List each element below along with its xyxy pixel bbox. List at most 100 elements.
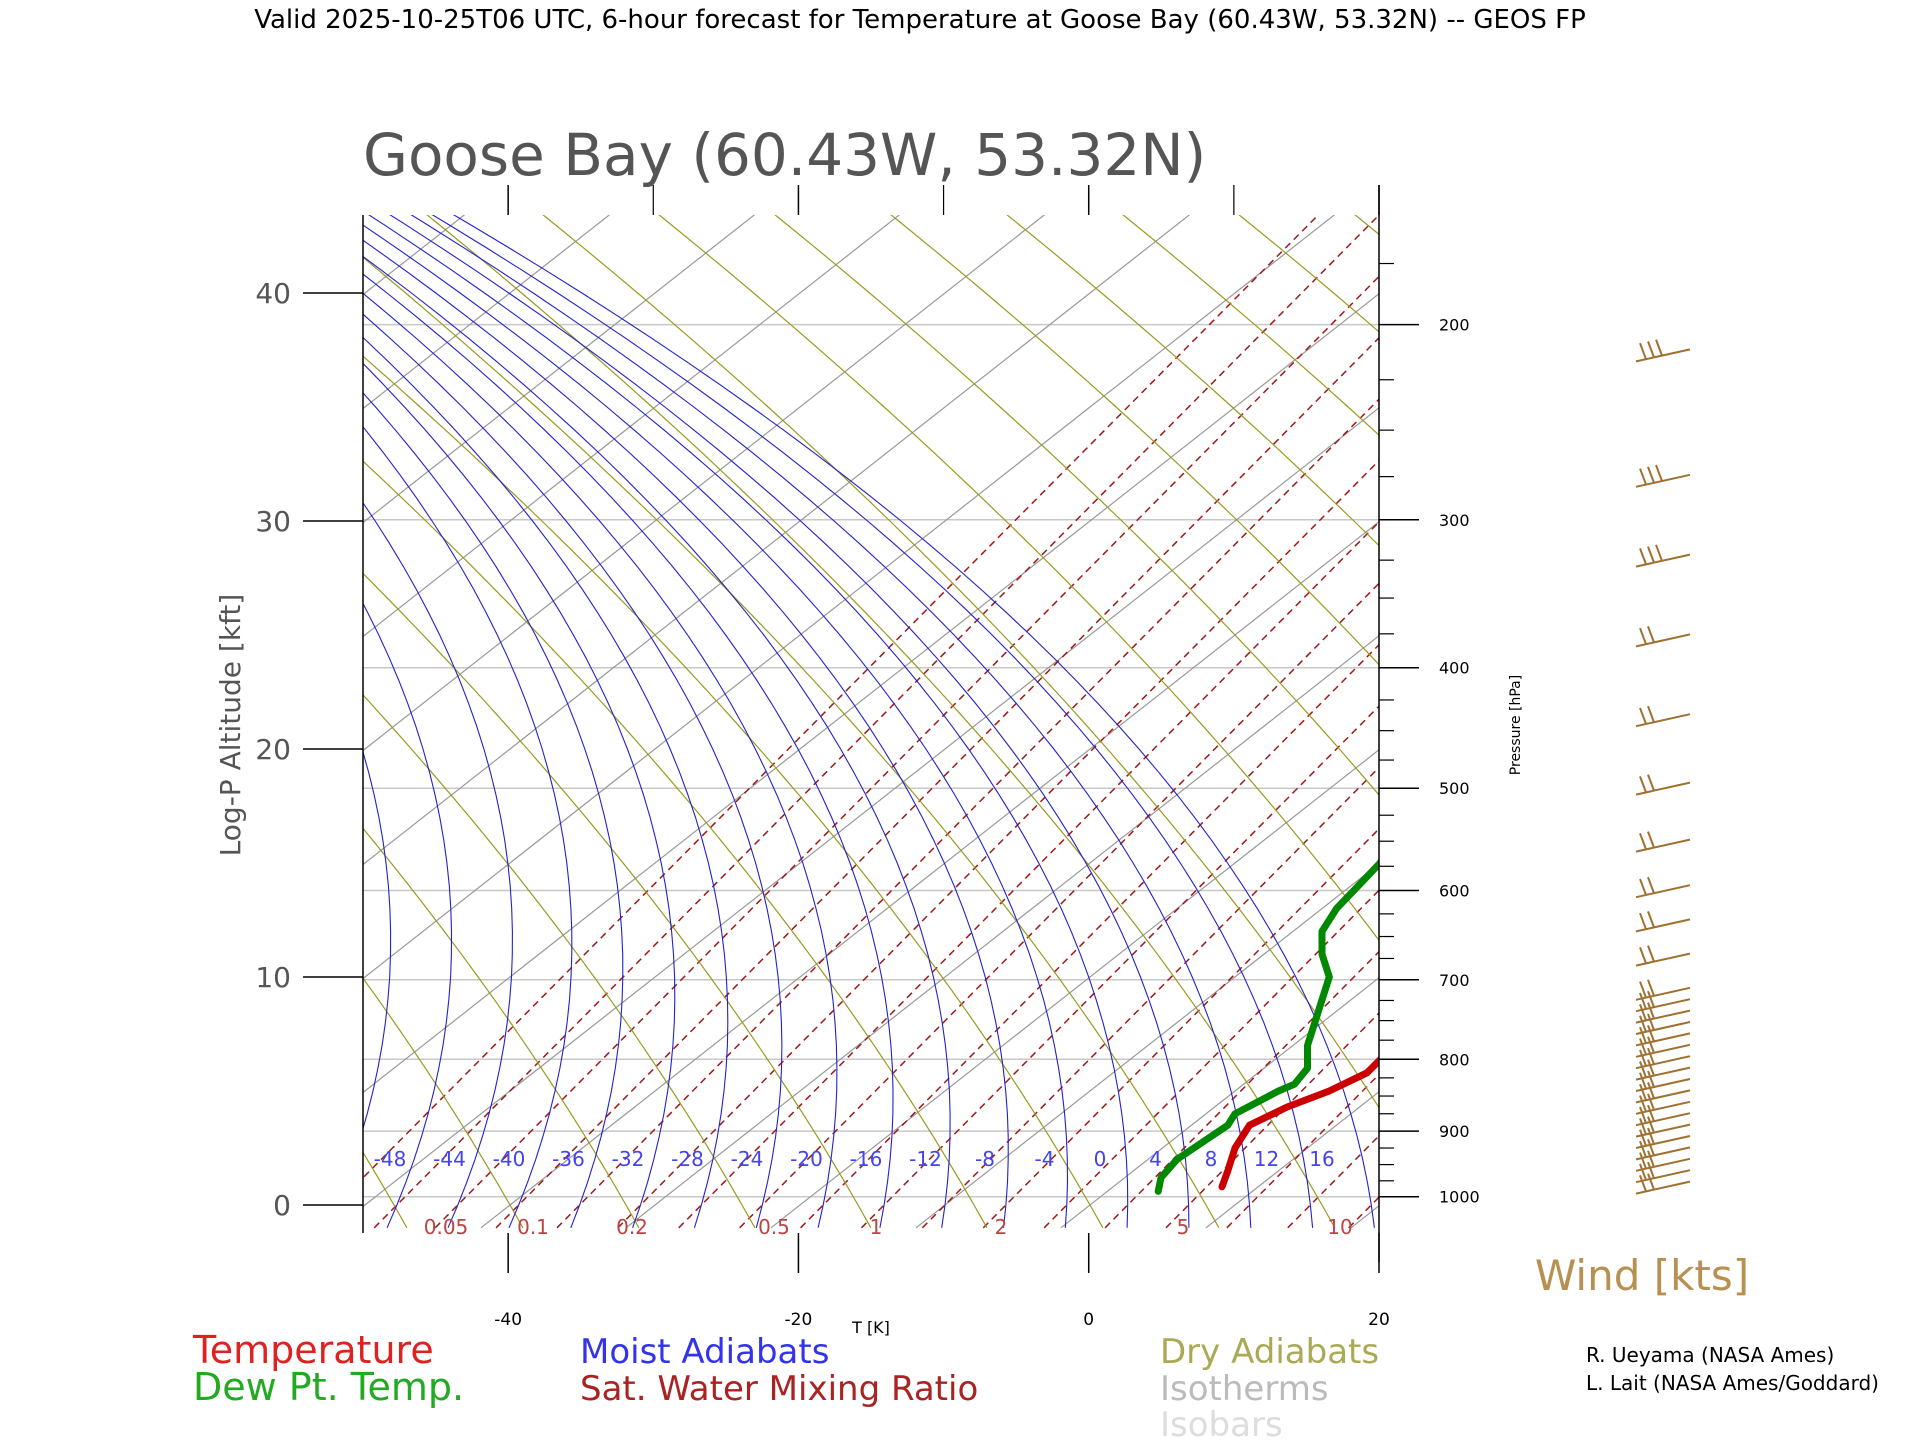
wind-barb — [1635, 1173, 1691, 1195]
inplot-labels: -48 -44 -40 -36 -32 -28 -24 -20 -16 -12 -8 -4 0 4 8 12 1… — [374, 1147, 1353, 1239]
moist-adiabat-label: -44 — [433, 1147, 466, 1171]
wind-barb-feather — [1647, 1116, 1655, 1133]
wind-barb — [1635, 1059, 1691, 1081]
moist-adiabat-label: 16 — [1309, 1147, 1334, 1171]
legend-dry-adiabats: Dry Adiabats — [1160, 1332, 1379, 1372]
dry-adiabat-line — [542, 215, 1379, 1109]
wind-barb-shaft — [1635, 952, 1691, 967]
dry-adiabat-line — [1238, 215, 1379, 333]
isotherm-line — [915, 863, 1379, 1229]
wind-barb — [1635, 1036, 1691, 1058]
y-tick-label: 20 — [255, 733, 291, 766]
isotherm-line — [1060, 977, 1379, 1229]
wind-barb-feather — [1639, 1095, 1647, 1112]
wind-barb-feather — [1639, 1004, 1647, 1021]
wind-barb-shaft — [1635, 1009, 1691, 1024]
dry-adiabat-line — [1006, 215, 1379, 547]
mixing-ratio-label: 2 — [995, 1215, 1008, 1239]
wind-barb-feather — [1639, 912, 1647, 930]
profiles — [1154, 858, 1379, 1195]
mixing-ratio-line — [1043, 889, 1379, 1229]
wind-barb — [1635, 544, 1691, 568]
mixing-ratio-line — [1165, 1012, 1379, 1229]
wind-barb — [1635, 876, 1691, 899]
isotherm-line — [625, 635, 1379, 1229]
isotherm-line — [363, 215, 1336, 980]
dry-adiabat-line — [363, 460, 988, 1229]
wind-barb-shaft — [1635, 1123, 1691, 1138]
isotherm-line — [363, 407, 1379, 1208]
wind-barb — [1635, 1025, 1691, 1047]
wind-barb-shaft — [1635, 1112, 1691, 1127]
wind-barb-shaft — [1635, 998, 1691, 1013]
wind-barb-feather — [1639, 981, 1647, 998]
moist-adiabat-line — [452, 215, 1375, 1228]
mixing-ratio-label: 0.1 — [517, 1215, 549, 1239]
wind-barb-feather — [1647, 1104, 1655, 1122]
wind-barb-shaft — [1635, 1089, 1691, 1104]
wind-barb-shaft — [1635, 1032, 1691, 1047]
wind-barb-feather — [1647, 1093, 1655, 1111]
moist-adiabat-line — [363, 255, 951, 1228]
wind-barb-feather — [1655, 464, 1663, 482]
wind-barb-shaft — [1635, 713, 1691, 728]
wind-barb — [1635, 945, 1691, 967]
moist-adiabat-line — [363, 313, 783, 1228]
credit-line-1: R. Ueyama (NASA Ames) — [1586, 1343, 1834, 1367]
isotherm-line — [1496, 202, 1920, 1228]
wind-barb-shaft — [1635, 1169, 1691, 1184]
dry-adiabat-line — [0, 202, 291, 1228]
y-tick-label: 30 — [255, 505, 291, 538]
mixing-ratio-label: 0.5 — [758, 1215, 790, 1239]
wind-barb-feather — [1647, 1127, 1655, 1145]
wind-barb-feather — [1647, 546, 1655, 563]
wind-barb-shaft — [1635, 1043, 1691, 1058]
moist-adiabat-label: -4 — [1035, 1147, 1055, 1171]
dry-adiabat-line — [0, 202, 175, 1228]
wind-barb-shaft — [1635, 838, 1691, 853]
pressure-tick-label: 300 — [1439, 511, 1470, 530]
wind-barb-feather — [1639, 992, 1647, 1010]
wind-barb-feather — [1639, 548, 1647, 565]
moist-adiabat-line — [363, 602, 453, 1229]
isotherm-line — [363, 215, 756, 524]
dry-adiabat-line — [363, 977, 524, 1229]
wind-barb-feather — [1639, 1038, 1647, 1055]
legend-mixing-ratio: Sat. Water Mixing Ratio — [580, 1369, 978, 1409]
wind-barb-feather — [1639, 342, 1647, 360]
wind-barb-feather — [1639, 1026, 1647, 1044]
mixing-ratio-line — [1104, 950, 1379, 1229]
wind-barb-shaft — [1635, 1100, 1691, 1115]
wind-barb — [1635, 831, 1691, 853]
dewpoint-profile — [1154, 858, 1379, 1195]
wind-barb-feather — [1647, 876, 1655, 894]
isotherm-line — [363, 215, 611, 410]
mixing-ratio-label: 1 — [870, 1215, 883, 1239]
pressure-tick-label: 600 — [1439, 881, 1470, 900]
wind-barb-shaft — [1635, 1078, 1691, 1092]
dry-adiabat-line — [426, 215, 1336, 1229]
legend-temperature: Temperature — [192, 1328, 434, 1372]
x-axis-label: T [K] — [851, 1318, 890, 1337]
mixing-ratio-label: 0.05 — [424, 1215, 469, 1239]
wind-barb-shaft — [1635, 986, 1691, 1001]
legend-moist-adiabats: Moist Adiabats — [580, 1332, 829, 1372]
dry-adiabat-line — [0, 202, 59, 1228]
mixing-ratio-line — [1226, 1073, 1379, 1229]
wind-barb-shaft — [1635, 1066, 1691, 1081]
moist-adiabat-label: -8 — [975, 1147, 995, 1171]
moist-adiabat-label: -48 — [374, 1147, 407, 1171]
wind-barb — [1635, 1070, 1691, 1092]
wind-barb — [1635, 339, 1691, 363]
mixing-ratio-line — [982, 827, 1379, 1229]
wind-barb-feather — [1647, 1150, 1655, 1168]
legend-isotherms: Isotherms — [1160, 1369, 1329, 1409]
wind-barb-feather — [1647, 1036, 1655, 1054]
wind-barb-feather — [1639, 1072, 1647, 1090]
wind-barb-feather — [1655, 339, 1663, 356]
mixing-ratio-label: 0.2 — [616, 1215, 648, 1239]
mixing-ratio-line — [739, 582, 1379, 1229]
mixing-ratio-line — [860, 705, 1379, 1229]
moist-adiabat-label: -32 — [612, 1147, 645, 1171]
isotherm-line — [1205, 1091, 1379, 1229]
